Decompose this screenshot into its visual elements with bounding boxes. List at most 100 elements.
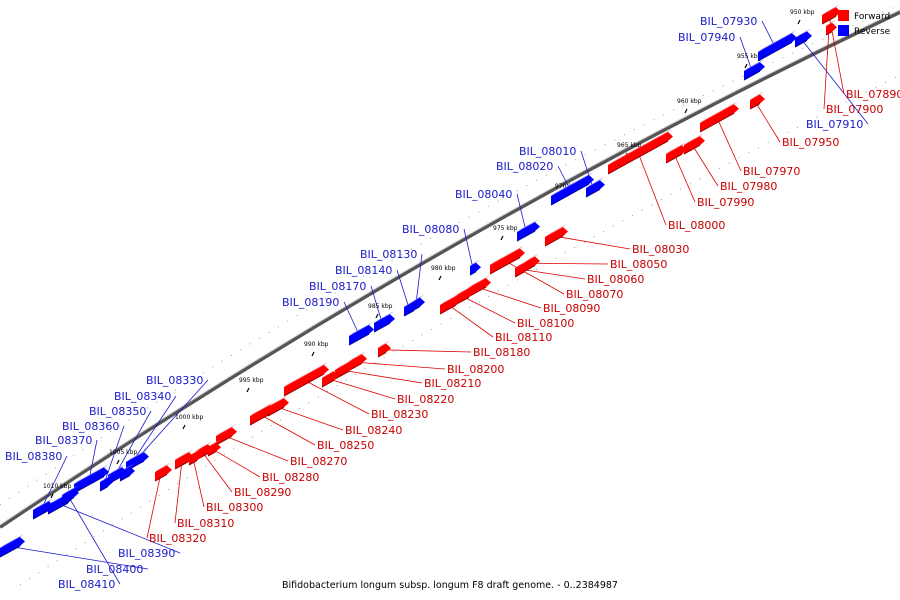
gene-label: BIL_08130 <box>360 248 417 261</box>
legend-reverse-label: Reverse <box>854 27 891 37</box>
gene-label: BIL_07930 <box>700 15 757 28</box>
forward-gene-bil-08210[interactable] <box>334 359 354 380</box>
leader-line <box>146 472 162 539</box>
gene-label: BIL_08340 <box>114 390 171 403</box>
tick-mark <box>684 108 688 114</box>
leader-line <box>201 451 233 493</box>
gene-label: BIL_08020 <box>496 160 553 173</box>
leader-line <box>739 36 753 71</box>
gene-label: BIL_08280 <box>262 471 319 484</box>
leader-line <box>754 101 781 143</box>
forward-gene-bil-08180[interactable] <box>377 340 391 358</box>
leader-line <box>461 295 516 324</box>
gene-label: BIL_08110 <box>495 331 552 344</box>
forward-gene-bil-08070[interactable] <box>489 245 525 275</box>
reverse-gene-bil-08360[interactable] <box>99 474 113 492</box>
reverse-gene-bil-08400[interactable] <box>0 534 25 558</box>
tick-label: 995 kbp <box>239 377 264 384</box>
gene-label: BIL_07980 <box>720 180 777 193</box>
gene-label: BIL_08180 <box>473 346 530 359</box>
gene-label: BIL_08380 <box>5 450 62 463</box>
leader-line <box>341 369 423 384</box>
reverse-gene-bil-08370[interactable] <box>73 464 109 494</box>
leader-line <box>192 457 205 508</box>
reverse-gene-bil-08190[interactable] <box>348 322 374 346</box>
reverse-gene-bil-07930[interactable] <box>757 30 797 62</box>
legend-reverse-swatch <box>838 25 849 36</box>
gene-label: BIL_08000 <box>668 219 725 232</box>
legend: Forward Reverse <box>838 10 891 37</box>
reverse-gene-bil-07910[interactable] <box>794 28 812 48</box>
reverse-gene-bil-08020[interactable] <box>550 172 594 206</box>
outer-rail <box>0 4 900 506</box>
leader-line <box>529 262 609 265</box>
leader-line <box>396 269 410 309</box>
forward-gene-bil-08030[interactable] <box>544 224 568 247</box>
gene-labels: BIL_07930 BIL_07940 BIL_08010 BIL_08020 BIL_… <box>5 15 900 591</box>
tick-label: 980 kbp <box>431 265 456 272</box>
forward-gene-bil-07980[interactable] <box>683 133 705 155</box>
leader-line <box>691 144 719 187</box>
leader-line <box>57 503 181 554</box>
forward-gene-bil-08320[interactable] <box>154 462 172 482</box>
gene-label: BIL_08370 <box>35 434 92 447</box>
forward-gene-bil-08240[interactable] <box>267 395 289 417</box>
reverse-gene-bil-08010[interactable] <box>585 177 605 198</box>
gene-label: BIL_08170 <box>309 280 366 293</box>
forward-gene-bil-07990[interactable] <box>665 142 687 164</box>
gene-label: BIL_07900 <box>826 103 883 116</box>
gene-label: BIL_07940 <box>678 31 735 44</box>
leader-line <box>553 235 631 250</box>
gene-label: BIL_08040 <box>455 188 512 201</box>
gene-label: BIL_07970 <box>743 165 800 178</box>
leader-line <box>327 378 396 400</box>
tick-label: 1010 kbp <box>43 483 71 490</box>
gene-label: BIL_08240 <box>345 424 402 437</box>
tick-label: 1005 kbp <box>109 449 137 456</box>
forward-gene-bil-08230[interactable] <box>283 362 329 397</box>
leader-line <box>716 117 742 172</box>
leader-line <box>800 38 869 125</box>
forward-gene-bil-08310[interactable] <box>174 449 194 470</box>
leader-line <box>88 439 98 480</box>
forward-gene-bil-07890[interactable] <box>821 4 841 25</box>
gene-features <box>0 4 841 558</box>
forward-gene-bil-08300[interactable] <box>188 448 202 466</box>
leader-line <box>275 406 344 431</box>
forward-gene-bil-08110[interactable] <box>439 293 461 315</box>
forward-gene-bil-07970[interactable] <box>699 101 739 133</box>
leader-line <box>174 460 183 524</box>
genome-backbone-highlight <box>0 9 900 526</box>
leader-line <box>519 268 586 280</box>
leader-line <box>211 448 261 478</box>
leader-line <box>637 152 667 226</box>
tick-label: 955 kbp <box>737 53 762 60</box>
forward-gene-bil-08270[interactable] <box>215 424 237 446</box>
reverse-gene-bil-08170[interactable] <box>373 311 395 333</box>
tick-mark <box>797 19 801 25</box>
leader-line <box>134 379 209 462</box>
forward-gene-bil-07900[interactable] <box>825 19 837 36</box>
reverse-gene-bil-07940[interactable] <box>743 59 765 81</box>
leader-line <box>114 410 152 476</box>
forward-gene-bil-08280[interactable] <box>207 439 221 457</box>
reverse-gene-bil-08040[interactable] <box>516 219 540 242</box>
gene-label: BIL_08190 <box>282 296 339 309</box>
reverse-gene-bil-08410[interactable] <box>61 485 79 505</box>
gene-label: BIL_08090 <box>543 302 600 315</box>
forward-gene-bil-08060[interactable] <box>514 259 530 278</box>
gene-label: BIL_08080 <box>402 223 459 236</box>
reverse-gene-bil-08080[interactable] <box>469 259 481 276</box>
gene-label: BIL_08210 <box>424 377 481 390</box>
gene-label: BIL_08400 <box>86 563 143 576</box>
tick-mark <box>311 351 315 357</box>
tick-label: 985 kbp <box>368 303 393 310</box>
forward-gene-bil-08000[interactable] <box>607 129 673 175</box>
leader-line <box>103 425 125 484</box>
forward-gene-bil-08220[interactable] <box>321 368 339 388</box>
forward-gene-bil-08250[interactable] <box>249 402 275 426</box>
gene-label: BIL_08200 <box>447 363 504 376</box>
forward-gene-bil-07950[interactable] <box>749 91 765 110</box>
reverse-gene-bil-08140[interactable] <box>403 298 419 317</box>
gene-label: BIL_08230 <box>371 408 428 421</box>
